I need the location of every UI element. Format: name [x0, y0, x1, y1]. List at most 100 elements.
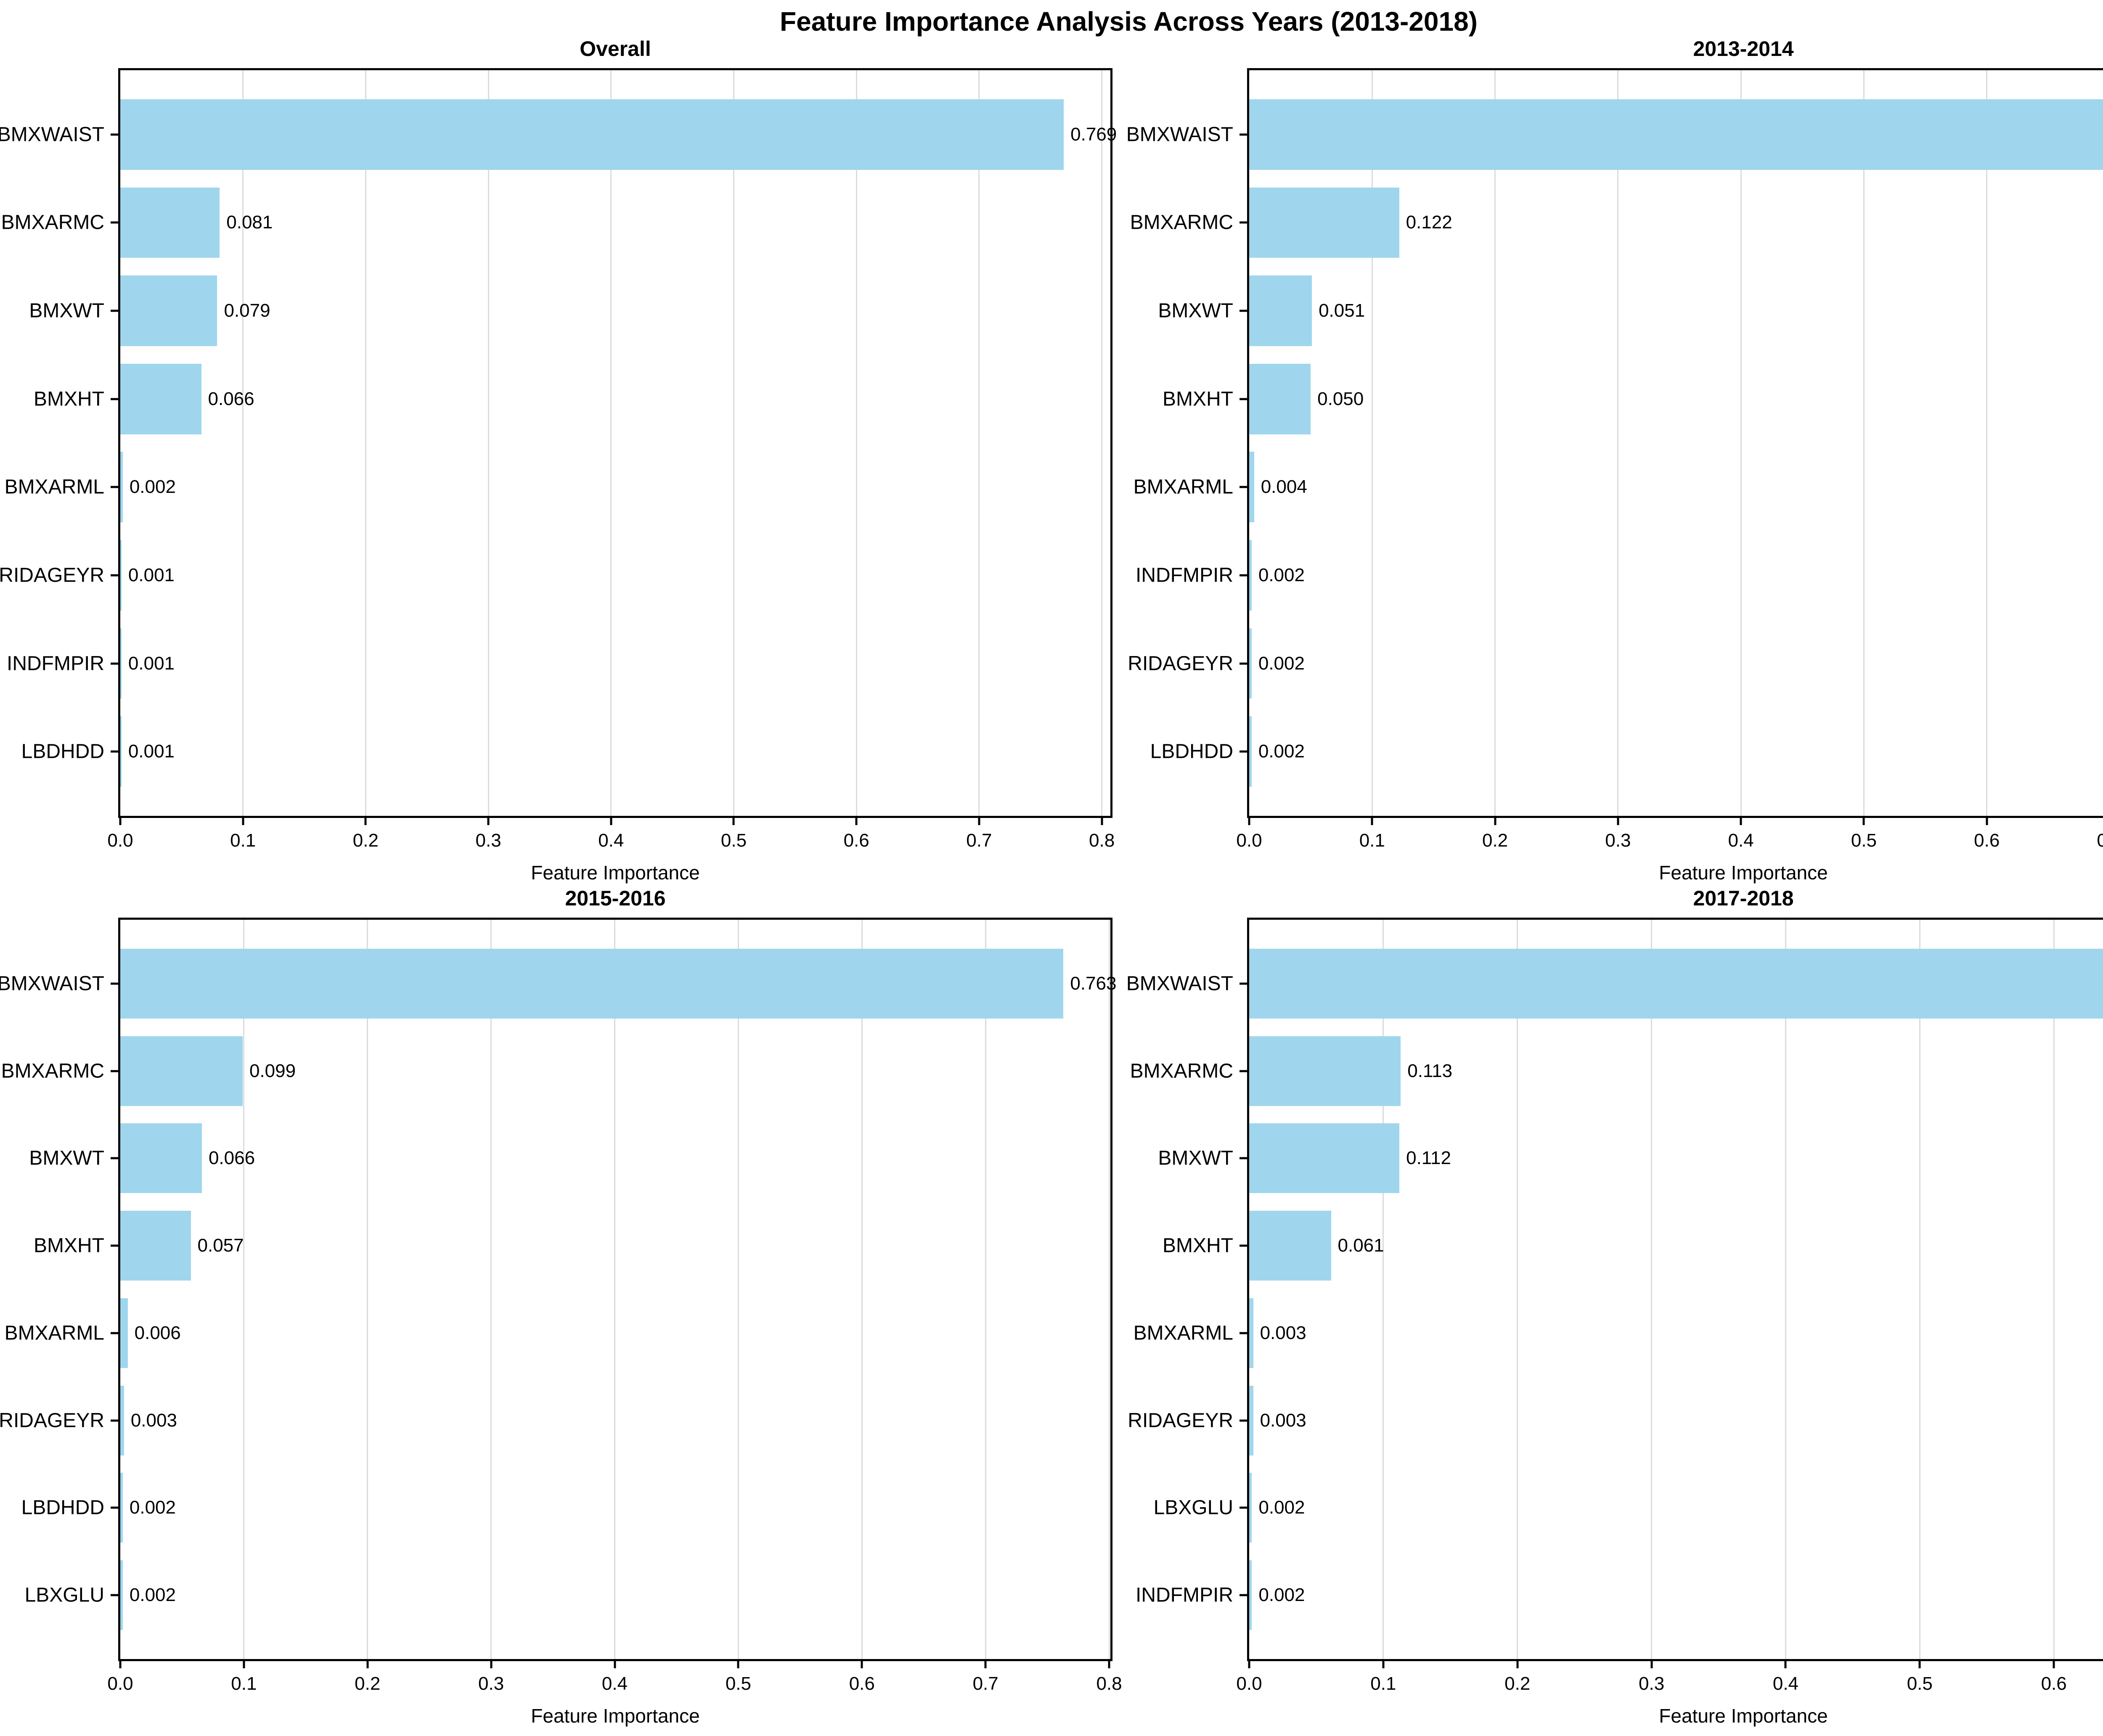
- x-tick: [978, 818, 980, 825]
- bar-rows: BMXWAIST 0.763 BMXARMC 0.099 BMXWT 0.066 BMXHT…: [0, 920, 1116, 1659]
- bar-row: BMXARML 0.004: [1134, 443, 2103, 532]
- bar-row: RIDAGEYR 0.003: [1128, 1377, 2103, 1464]
- y-tick: [1240, 310, 1247, 312]
- bar-row: BMXARML 0.003: [1134, 1289, 2103, 1377]
- x-tick-label: 0.6: [843, 830, 869, 851]
- bar-value-label: 0.099: [249, 1060, 296, 1081]
- subplot-title-overall: Overall: [580, 37, 651, 61]
- y-tick: [1240, 662, 1247, 665]
- y-axis-category-label: BMXARML: [1133, 1322, 1233, 1344]
- x-tick: [614, 1661, 616, 1668]
- y-tick: [1240, 1594, 1247, 1596]
- bar: [120, 1211, 191, 1281]
- y-tick: [111, 982, 118, 985]
- bar-row: INDFMPIR 0.001: [7, 619, 1110, 708]
- bar-value-label: 0.002: [1258, 741, 1305, 762]
- x-tick: [861, 1661, 863, 1668]
- bar: [1249, 1211, 1331, 1281]
- x-tick: [610, 818, 612, 825]
- bar: [120, 275, 217, 346]
- y-axis-category-label: LBXGLU: [24, 1584, 104, 1606]
- y-tick: [111, 221, 118, 224]
- grid-line: [1986, 70, 1988, 816]
- y-axis-category-label: LBDHDD: [21, 1496, 104, 1519]
- bar-row: RIDAGEYR 0.003: [0, 1377, 1110, 1464]
- bar: [120, 1123, 202, 1194]
- x-tick-label: 0.3: [478, 1673, 504, 1694]
- subplot-overall: Overall BMXWAIST 0.769 BMXARMC 0.081 BMXWT 0.…: [0, 37, 1117, 884]
- x-tick: [984, 1661, 987, 1668]
- x-tick-label: 0.5: [725, 1673, 751, 1694]
- y-axis-category-label: RIDAGEYR: [0, 564, 104, 587]
- grid-line: [985, 920, 986, 1659]
- grid-line: [733, 70, 734, 816]
- bar-row: LBXGLU 0.002: [1154, 1464, 2103, 1552]
- x-tick: [364, 818, 367, 825]
- y-axis-category-label: BMXWT: [1158, 1147, 1233, 1170]
- grid-line: [487, 70, 489, 816]
- bar-value-label: 0.003: [1260, 1410, 1306, 1431]
- bar-value-label: 0.769: [1070, 124, 1117, 145]
- y-axis-category-label: BMXARMC: [1, 211, 104, 234]
- bar-row: BMXARML 0.002: [5, 443, 1110, 532]
- bar-row: BMXHT 0.061: [1163, 1202, 2103, 1289]
- y-axis-category-label: BMXARMC: [1130, 1060, 1233, 1082]
- grid-line: [856, 70, 857, 816]
- x-tick: [1862, 818, 1865, 825]
- x-tick-label: 0.6: [2041, 1673, 2067, 1694]
- bar-row: BMXHT 0.066: [34, 355, 1110, 443]
- bar-value-label: 0.113: [1407, 1060, 1453, 1081]
- bar-row: LBDHDD 0.001: [21, 707, 1110, 796]
- bar: [120, 452, 123, 523]
- x-tick: [242, 818, 244, 825]
- grid-line: [1785, 920, 1786, 1659]
- x-tick-label: 0.1: [230, 830, 256, 851]
- bar: [120, 363, 201, 434]
- y-tick: [111, 486, 118, 488]
- y-axis-category-label: BMXWAIST: [0, 972, 104, 995]
- y-axis-category-label: RIDAGEYR: [1128, 652, 1233, 675]
- bar: [1249, 275, 1312, 346]
- y-tick: [111, 1419, 118, 1422]
- y-axis-category-label: RIDAGEYR: [1128, 1409, 1233, 1432]
- grid-line: [614, 920, 616, 1659]
- bar-row: BMXARMC 0.122: [1130, 179, 2103, 267]
- x-tick-label: 0.7: [2097, 830, 2103, 851]
- y-axis-category-label: BMXWAIST: [1126, 972, 1233, 995]
- bar: [120, 1036, 243, 1106]
- y-tick: [111, 1594, 118, 1596]
- grid-line: [978, 70, 980, 816]
- bar-row: BMXWAIST 0.769: [0, 90, 1117, 179]
- bar: [1249, 716, 1252, 787]
- y-axis-category-label: BMXWT: [29, 1147, 104, 1170]
- x-tick-label: 0.3: [475, 830, 501, 851]
- x-tick: [2053, 1661, 2055, 1668]
- y-tick: [1240, 1506, 1247, 1509]
- x-tick: [366, 1661, 369, 1668]
- grid-line: [1617, 70, 1619, 816]
- y-axis-category-label: BMXARMC: [1, 1060, 104, 1082]
- bar: [120, 540, 122, 611]
- y-axis-category-label: BMXWAIST: [1126, 123, 1233, 146]
- bar-value-label: 0.002: [129, 476, 176, 498]
- bar: [1249, 1560, 1252, 1630]
- x-tick: [1918, 1661, 1921, 1668]
- x-axis-label-2013-2014: Feature Importance: [1659, 862, 1828, 884]
- bar: [120, 1473, 123, 1543]
- bar-value-label: 0.051: [1319, 300, 1365, 321]
- subplot-title-2017-2018: 2017-2018: [1693, 887, 1794, 910]
- bar-row: BMXHT 0.057: [34, 1202, 1110, 1289]
- grid-line: [1740, 70, 1742, 816]
- bar: [1249, 1385, 1253, 1455]
- bar-value-label: 0.002: [1258, 1585, 1305, 1606]
- bar-row: INDFMPIR 0.002: [1136, 1551, 2103, 1639]
- grid-line: [1517, 920, 1518, 1659]
- x-tick: [1108, 1661, 1110, 1668]
- x-tick: [1784, 1661, 1787, 1668]
- subplot-2015-2016: 2015-2016 BMXWAIST 0.763 BMXARMC 0.099 BMXWT…: [0, 887, 1122, 1727]
